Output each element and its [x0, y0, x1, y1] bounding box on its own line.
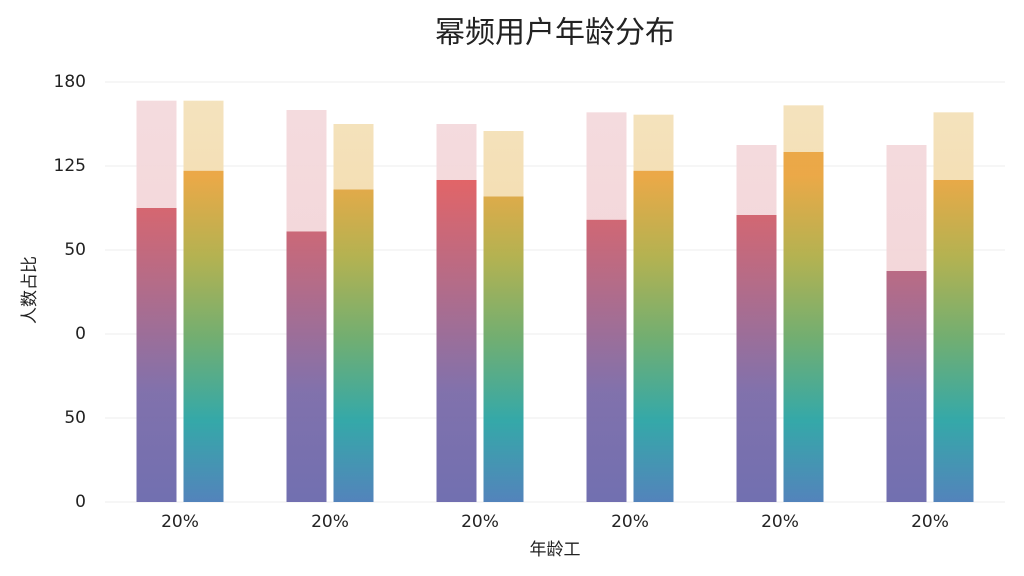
bar-segment	[886, 271, 927, 502]
y-tick-label: 180	[54, 72, 86, 92]
chart-title: 幂频用户年龄分布	[435, 16, 675, 51]
y-tick-label: 0	[75, 492, 86, 512]
bar-segment	[183, 170, 224, 502]
y-tick-label: 0	[75, 324, 86, 344]
bar-segment	[483, 196, 524, 503]
y-axis-label: 人数占比	[20, 256, 40, 324]
bar-segment	[333, 189, 374, 503]
bar-segment	[286, 110, 327, 232]
x-tick-label: 20%	[311, 512, 349, 532]
bar-segment	[286, 231, 327, 503]
bar-segment	[736, 215, 777, 502]
x-tick-label: 20%	[461, 512, 499, 532]
x-tick-label: 20%	[761, 512, 799, 532]
bar-segment	[736, 145, 777, 215]
bar-segment	[436, 124, 477, 180]
bar-segment	[633, 170, 674, 502]
bar-segment	[333, 124, 374, 190]
bar-segment	[886, 145, 927, 271]
bar-segment	[633, 114, 674, 171]
bar-segment	[183, 100, 224, 171]
x-axis-label: 年龄工	[530, 540, 581, 560]
x-tick-label: 20%	[911, 512, 949, 532]
y-tick-label: 50	[64, 240, 86, 260]
y-tick-label: 125	[54, 156, 86, 176]
x-tick-label: 20%	[611, 512, 649, 532]
bar-segment	[483, 131, 524, 197]
bar-segment	[586, 112, 627, 220]
x-tick-label: 20%	[161, 512, 199, 532]
y-tick-label: 50	[64, 408, 86, 428]
bar-segment	[933, 180, 974, 502]
bar-segment	[933, 112, 974, 180]
bar-segment	[436, 180, 477, 502]
bar-segment	[136, 208, 177, 502]
bar-segment	[783, 152, 824, 502]
bar-segment	[136, 100, 177, 208]
bar-segment	[586, 219, 627, 502]
bar-segment	[783, 105, 824, 152]
